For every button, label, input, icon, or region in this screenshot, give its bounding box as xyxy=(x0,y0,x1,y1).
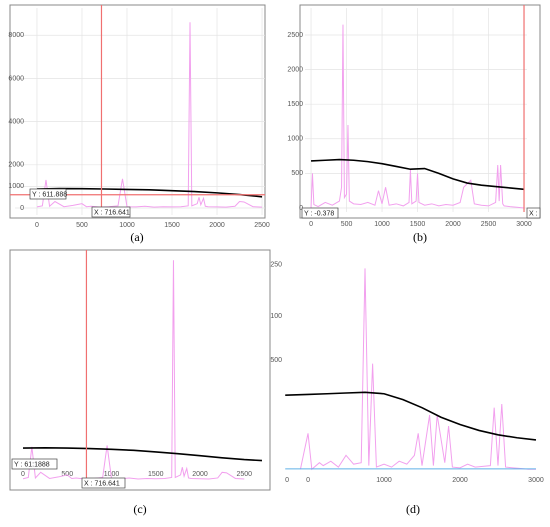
x-tick-label: 0 xyxy=(285,477,289,484)
cursor-label: Y : 61:1888 xyxy=(14,461,50,468)
x-tick-label: 0 xyxy=(21,471,25,478)
series-line xyxy=(310,158,525,191)
cursor-label: X : xyxy=(529,210,538,217)
x-tick-label: 3000 xyxy=(516,221,532,228)
cursor-label-box xyxy=(301,207,339,219)
series-line xyxy=(310,24,525,209)
series-line xyxy=(285,391,537,441)
y-tick-label: 0 xyxy=(20,205,24,212)
x-tick-label: 1000 xyxy=(374,221,390,228)
y-tick-label: 6000 xyxy=(8,75,24,82)
cursor-label-box xyxy=(11,458,58,470)
x-tick-label: 500 xyxy=(76,222,88,229)
x-tick-label: 1500 xyxy=(410,221,426,228)
cursor-label-box xyxy=(526,207,541,219)
y-tick-label: 4000 xyxy=(8,118,24,125)
y-tick-label: 250 xyxy=(270,262,282,269)
x-tick-label: 500 xyxy=(61,471,73,478)
y-tick-label: 100 xyxy=(270,313,282,320)
y-tick-label: 1000 xyxy=(287,136,303,143)
x-tick-label: 2000 xyxy=(192,471,208,478)
x-tick-label: 1000 xyxy=(119,222,135,229)
x-tick-label: 2000 xyxy=(445,221,461,228)
cursor-label: Y : -0.378 xyxy=(304,210,334,217)
x-tick-label: 2500 xyxy=(254,222,270,229)
x-tick-label: 2500 xyxy=(236,471,252,478)
x-tick-label: 1500 xyxy=(148,471,164,478)
x-tick-label: 0 xyxy=(306,477,310,484)
x-tick-label: 1500 xyxy=(164,222,180,229)
x-tick-label: 1000 xyxy=(104,471,120,478)
series-line xyxy=(23,446,263,462)
y-tick-label: 2500 xyxy=(287,32,303,39)
y-tick-label: 500 xyxy=(270,357,282,364)
series-line xyxy=(299,268,536,471)
x-tick-label: 0 xyxy=(309,221,313,228)
cursor-label: Y : 611.888 xyxy=(32,191,67,198)
y-tick-label: 1000 xyxy=(8,183,24,190)
panel-caption: (d) xyxy=(406,502,420,516)
series-line xyxy=(36,22,263,208)
series-line xyxy=(36,187,263,198)
y-tick-label: 8000 xyxy=(8,32,24,39)
panel-border xyxy=(9,4,266,219)
panel-caption: (c) xyxy=(133,502,146,516)
x-tick-label: 2500 xyxy=(481,221,497,228)
panel-caption: (a) xyxy=(130,230,143,244)
series-line xyxy=(22,260,245,480)
x-tick-label: 0 xyxy=(35,222,39,229)
cursor-label: X : 716.641 xyxy=(94,209,130,216)
panel-caption: (b) xyxy=(413,230,427,244)
cursor-label-box xyxy=(29,188,67,200)
panel-border xyxy=(9,249,271,491)
cursor-label-box xyxy=(91,206,131,218)
y-tick-label: 500 xyxy=(291,170,303,177)
x-tick-label: 1000 xyxy=(376,477,392,484)
cursor-label: X : 716.641 xyxy=(84,480,120,487)
x-tick-label: 2000 xyxy=(452,477,468,484)
x-tick-label: 3000 xyxy=(528,477,544,484)
x-tick-label: 500 xyxy=(341,221,353,228)
cursor-label-box xyxy=(81,477,126,489)
x-tick-label: 2000 xyxy=(209,222,225,229)
y-tick-label: 0 xyxy=(299,205,303,212)
panel-border xyxy=(299,4,541,219)
y-tick-label: 2000 xyxy=(287,66,303,73)
y-tick-label: 2000 xyxy=(8,162,24,169)
y-tick-label: 1500 xyxy=(287,101,303,108)
